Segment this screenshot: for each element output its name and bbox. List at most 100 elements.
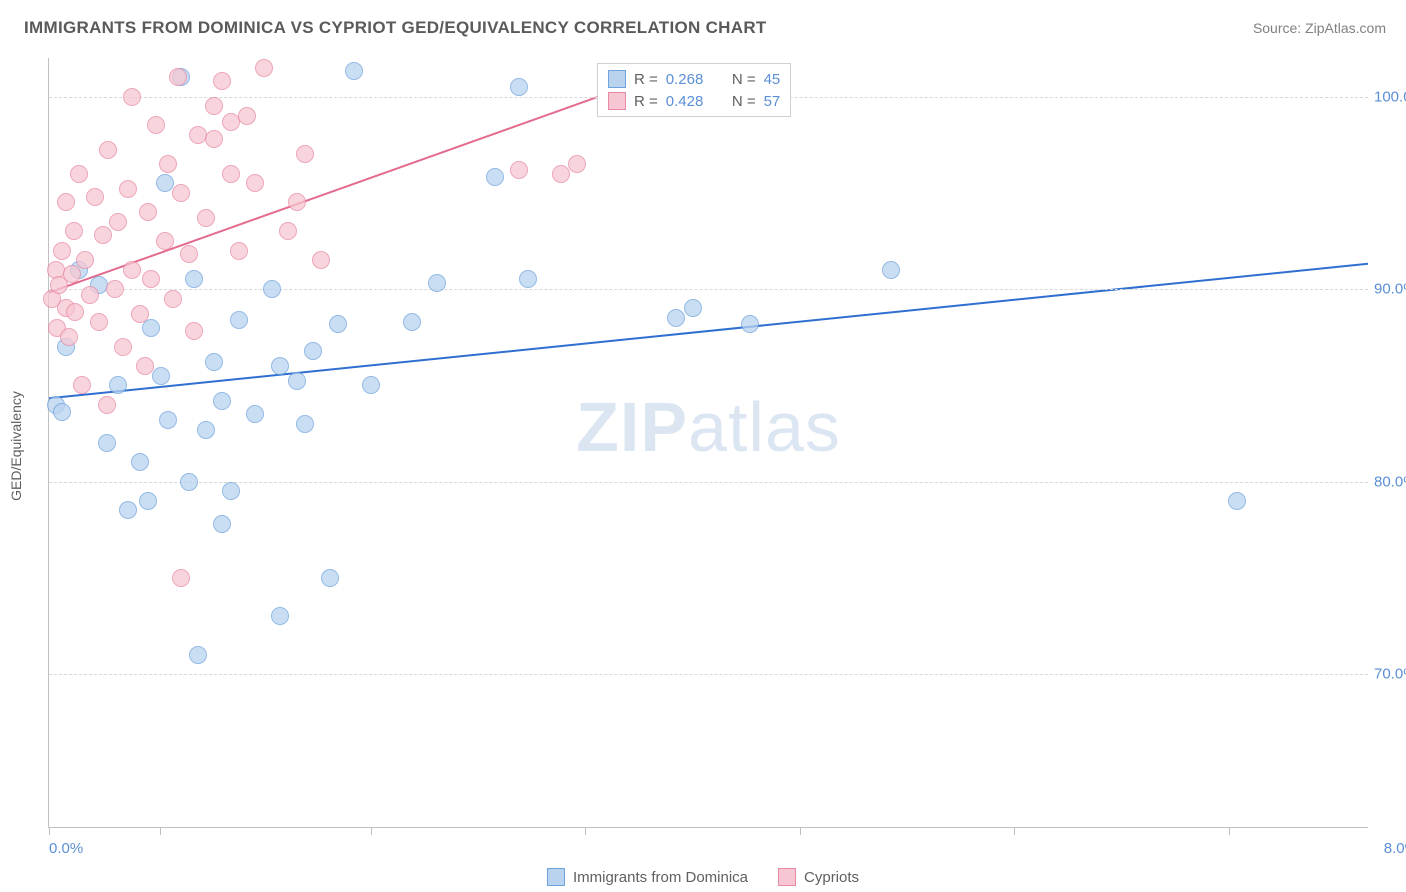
scatter-point-cypriots	[147, 116, 165, 134]
scatter-point-dominica	[139, 492, 157, 510]
y-tick-label: 100.0%	[1374, 88, 1406, 105]
scatter-point-cypriots	[106, 280, 124, 298]
stat-r-label: R =	[634, 93, 658, 110]
scatter-point-cypriots	[180, 245, 198, 263]
legend-label: Immigrants from Dominica	[573, 869, 748, 886]
scatter-point-dominica	[180, 473, 198, 491]
scatter-point-dominica	[684, 299, 702, 317]
legend-bottom: Immigrants from Dominica Cypriots	[547, 868, 859, 886]
scatter-point-dominica	[329, 315, 347, 333]
scatter-point-cypriots	[159, 155, 177, 173]
x-tick	[585, 827, 586, 835]
scatter-point-dominica	[189, 646, 207, 664]
scatter-point-cypriots	[136, 357, 154, 375]
stat-n-value: 57	[764, 93, 781, 110]
scatter-point-cypriots	[172, 184, 190, 202]
legend-item: Immigrants from Dominica	[547, 868, 748, 886]
scatter-point-dominica	[185, 270, 203, 288]
scatter-point-cypriots	[66, 303, 84, 321]
scatter-point-cypriots	[552, 165, 570, 183]
swatch-dominica	[608, 70, 626, 88]
scatter-point-dominica	[486, 168, 504, 186]
trend-lines	[49, 58, 1368, 827]
x-tick	[160, 827, 161, 835]
scatter-point-dominica	[159, 411, 177, 429]
scatter-point-dominica	[428, 274, 446, 292]
x-tick-label-right: 8.0%	[1384, 840, 1406, 857]
scatter-point-cypriots	[76, 251, 94, 269]
scatter-point-cypriots	[131, 305, 149, 323]
x-tick	[1229, 827, 1230, 835]
scatter-point-cypriots	[185, 322, 203, 340]
legend-stats-box: R = 0.268 N = 45R = 0.428 N = 57	[597, 63, 791, 117]
x-tick	[1014, 827, 1015, 835]
scatter-point-cypriots	[255, 59, 273, 77]
scatter-point-cypriots	[73, 376, 91, 394]
scatter-point-cypriots	[99, 141, 117, 159]
scatter-point-dominica	[882, 261, 900, 279]
scatter-point-dominica	[296, 415, 314, 433]
scatter-point-dominica	[131, 453, 149, 471]
scatter-point-dominica	[263, 280, 281, 298]
scatter-point-dominica	[156, 174, 174, 192]
y-axis-label: GED/Equivalency	[8, 391, 24, 501]
scatter-point-dominica	[213, 392, 231, 410]
source-label: Source: ZipAtlas.com	[1253, 20, 1386, 36]
legend-swatch	[778, 868, 796, 886]
scatter-point-dominica	[362, 376, 380, 394]
y-tick-label: 70.0%	[1374, 666, 1406, 683]
scatter-point-cypriots	[568, 155, 586, 173]
scatter-point-cypriots	[60, 328, 78, 346]
stat-r-value: 0.268	[666, 71, 704, 88]
stat-n-label: N =	[732, 71, 756, 88]
scatter-point-cypriots	[123, 261, 141, 279]
x-tick	[800, 827, 801, 835]
scatter-point-dominica	[345, 62, 363, 80]
y-tick-label: 80.0%	[1374, 473, 1406, 490]
scatter-point-dominica	[271, 607, 289, 625]
legend-stats-row-dominica: R = 0.268 N = 45	[608, 68, 780, 90]
legend-stats-row-cypriots: R = 0.428 N = 57	[608, 90, 780, 112]
scatter-point-dominica	[667, 309, 685, 327]
scatter-point-cypriots	[510, 161, 528, 179]
scatter-point-dominica	[222, 482, 240, 500]
scatter-point-dominica	[403, 313, 421, 331]
scatter-point-cypriots	[139, 203, 157, 221]
scatter-point-cypriots	[230, 242, 248, 260]
scatter-point-dominica	[119, 501, 137, 519]
scatter-point-dominica	[152, 367, 170, 385]
x-tick-label-left: 0.0%	[49, 840, 83, 857]
stat-r-value: 0.428	[666, 93, 704, 110]
scatter-point-cypriots	[109, 213, 127, 231]
legend-item: Cypriots	[778, 868, 859, 886]
gridline	[49, 289, 1368, 290]
scatter-point-cypriots	[312, 251, 330, 269]
plot-area: ZIPatlas 70.0%80.0%90.0%100.0%0.0%8.0%R …	[48, 58, 1368, 828]
scatter-point-cypriots	[189, 126, 207, 144]
scatter-point-dominica	[197, 421, 215, 439]
scatter-point-dominica	[519, 270, 537, 288]
legend-swatch	[547, 868, 565, 886]
scatter-point-dominica	[109, 376, 127, 394]
scatter-point-cypriots	[246, 174, 264, 192]
scatter-point-cypriots	[296, 145, 314, 163]
scatter-point-cypriots	[94, 226, 112, 244]
scatter-point-cypriots	[279, 222, 297, 240]
scatter-point-cypriots	[63, 265, 81, 283]
scatter-point-dominica	[288, 372, 306, 390]
scatter-point-dominica	[230, 311, 248, 329]
scatter-point-cypriots	[114, 338, 132, 356]
scatter-point-cypriots	[213, 72, 231, 90]
y-tick-label: 90.0%	[1374, 281, 1406, 298]
scatter-point-dominica	[304, 342, 322, 360]
scatter-point-dominica	[213, 515, 231, 533]
scatter-point-cypriots	[156, 232, 174, 250]
swatch-cypriots	[608, 92, 626, 110]
scatter-point-cypriots	[238, 107, 256, 125]
scatter-point-cypriots	[119, 180, 137, 198]
scatter-point-cypriots	[53, 242, 71, 260]
scatter-point-cypriots	[81, 286, 99, 304]
trendline-dominica	[49, 264, 1368, 399]
scatter-point-cypriots	[222, 165, 240, 183]
stat-n-label: N =	[732, 93, 756, 110]
